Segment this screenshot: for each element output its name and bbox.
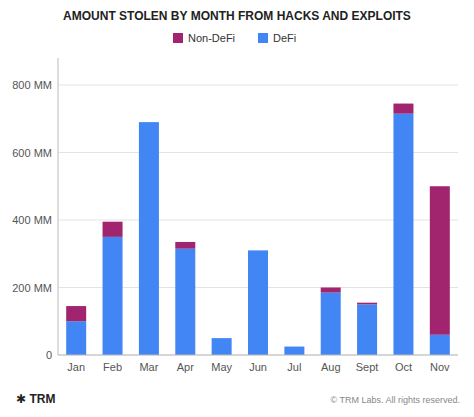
y-tick-label: 200 MM — [12, 282, 52, 294]
bar — [430, 335, 450, 355]
bars — [66, 104, 450, 355]
grid-line — [58, 85, 458, 86]
legend-swatch — [173, 33, 183, 43]
x-tick-label: Apr — [177, 361, 194, 373]
bar — [175, 249, 195, 355]
x-tick-label: Mar — [139, 361, 158, 373]
x-axis: Jan Feb Mar Apr May Jun Jul Aug Sept Oct Nov — [58, 355, 458, 373]
bar — [139, 122, 159, 355]
x-tick-label: Jul — [287, 361, 301, 373]
y-tick-label: 800 MM — [12, 79, 52, 91]
bar — [284, 347, 304, 355]
legend-label: DeFi — [273, 32, 296, 44]
x-tick-label: Feb — [103, 361, 122, 373]
title: AMOUNT STOLEN BY MONTH FROM HACKS AND EX… — [63, 9, 411, 23]
bar — [430, 186, 450, 335]
legend: Non-DeFi DeFi — [173, 32, 296, 44]
legend-label: Non-DeFi — [188, 32, 235, 44]
annotation: ✱ TRM — [16, 392, 55, 406]
bar — [321, 288, 341, 293]
footer: ✱ TRM © TRM Labs. All rights reserved. — [16, 392, 460, 406]
x-axis-line — [58, 355, 458, 356]
bar — [212, 338, 232, 339]
bar — [393, 114, 413, 355]
x-tick-label: Jun — [249, 361, 267, 373]
y-tick-label: 600 MM — [12, 147, 52, 159]
y-axis: 0 200 MM 400 MM 600 MM 800 MM — [12, 58, 458, 361]
x-tick-label: Aug — [321, 361, 341, 373]
bar — [321, 293, 341, 355]
x-tick-label: Sept — [356, 361, 379, 373]
x-tick-label: Oct — [395, 361, 412, 373]
bar — [103, 237, 123, 355]
bar — [393, 104, 413, 114]
chart: AMOUNT STOLEN BY MONTH FROM HACKS AND EX… — [0, 0, 474, 417]
bar — [212, 338, 232, 355]
bar — [357, 303, 377, 305]
annotation: © TRM Labs. All rights reserved. — [330, 395, 460, 405]
grid-line — [58, 355, 458, 356]
bar — [175, 242, 195, 249]
bar — [66, 321, 86, 355]
y-tick-label: 0 — [46, 349, 52, 361]
legend-swatch — [258, 33, 268, 43]
bar — [248, 250, 268, 355]
y-axis-line — [58, 58, 59, 355]
bar — [284, 346, 304, 347]
bar — [139, 122, 159, 123]
bar — [357, 304, 377, 355]
y-tick-label: 400 MM — [12, 214, 52, 226]
x-tick-label: Nov — [430, 361, 450, 373]
bar — [66, 306, 86, 321]
x-tick-label: Jan — [67, 361, 85, 373]
bar — [248, 250, 268, 251]
bar — [103, 222, 123, 237]
x-tick-label: May — [211, 361, 232, 373]
